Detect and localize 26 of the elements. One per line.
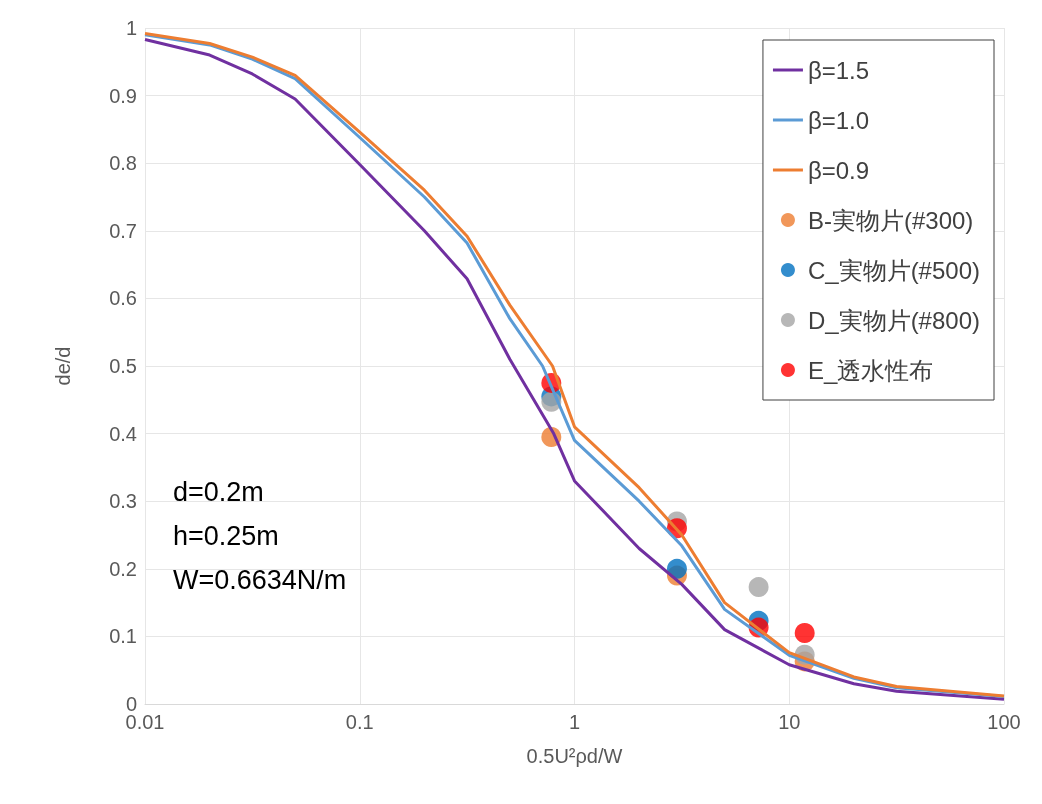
annotation: h=0.25m: [173, 520, 279, 551]
legend-label: β=0.9: [807, 156, 870, 184]
x-tick-label: 0.1: [345, 711, 374, 733]
annotation: d=0.2m: [173, 476, 264, 507]
y-tick-label: 0.2: [109, 557, 137, 580]
legend-label: D_実物片(#800): [807, 306, 981, 334]
annotation: W=0.6634N/m: [173, 564, 347, 595]
y-tick-label: 0.4: [109, 422, 137, 445]
x-tick-label: 10: [778, 711, 801, 733]
legend-label: C_実物片(#500): [807, 256, 981, 284]
legend-label: β=1.0: [807, 106, 870, 134]
legend-label: E_透水性布: [807, 356, 934, 384]
y-axis-title: de/d: [52, 346, 74, 386]
y-tick-label: 0.5: [109, 355, 137, 377]
x-tick-label: 1: [568, 711, 581, 733]
legend-label: β=1.5: [807, 56, 870, 84]
x-axis-title: 0.5U²ρd/W: [526, 745, 623, 767]
y-tick-label: 0.9: [109, 84, 137, 107]
y-tick-label: 0.6: [109, 287, 137, 310]
y-tick-label: 0.1: [109, 625, 137, 648]
y-tick-label: 0.7: [109, 219, 137, 242]
y-tick-label: 0.8: [109, 152, 137, 175]
legend-label: B-実物片(#300): [807, 206, 974, 234]
y-tick-label: 0.3: [109, 490, 137, 513]
x-tick-label: 100: [987, 711, 1021, 733]
y-tick-label: 1: [125, 17, 137, 39]
